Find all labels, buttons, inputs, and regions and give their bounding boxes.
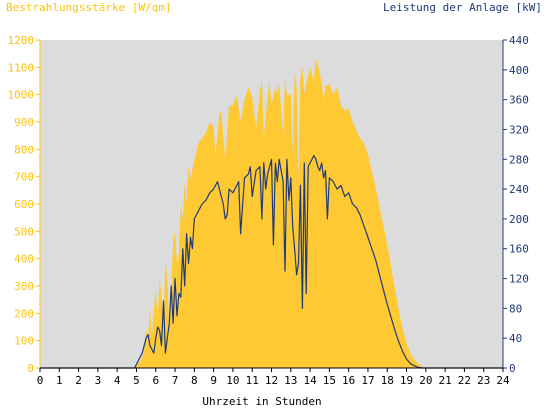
x-tick-label: 4 [114,374,121,387]
right-tick-label: 160 [509,243,529,256]
right-tick-label: 0 [509,362,516,375]
right-tick-label: 40 [509,332,522,345]
right-tick-label: 240 [509,183,529,196]
left-tick-label: 900 [14,116,34,129]
left-tick-label: 500 [14,225,34,238]
x-tick-label: 8 [191,374,198,387]
x-tick-label: 15 [323,374,336,387]
right-tick-label: 320 [509,123,529,136]
left-tick-label: 300 [14,280,34,293]
x-tick-label: 1 [56,374,63,387]
x-tick-label: 16 [342,374,355,387]
right-tick-label: 120 [509,273,529,286]
x-tick-label: 23 [477,374,490,387]
power-line [40,154,503,369]
x-tick-label: 21 [439,374,452,387]
x-tick-label: 9 [210,374,217,387]
x-tick-label: 12 [265,374,278,387]
axes-layer: 0100200300400500600700800900100011001200… [8,34,529,387]
x-tick-label: 10 [226,374,239,387]
right-tick-label: 440 [509,34,529,47]
right-axis-title: Leistung der Anlage [kW] [383,1,542,14]
left-tick-label: 1200 [8,34,35,47]
irradiance-area [40,59,503,368]
left-tick-label: 600 [14,198,34,211]
x-tick-label: 2 [75,374,82,387]
left-tick-label: 400 [14,253,34,266]
left-tick-label: 700 [14,171,34,184]
x-tick-label: 19 [400,374,413,387]
x-tick-label: 18 [381,374,394,387]
left-tick-label: 100 [14,335,34,348]
right-tick-label: 360 [509,94,529,107]
left-axis-title: Bestrahlungsstärke [W/qm] [6,1,172,14]
left-tick-label: 200 [14,307,34,320]
x-tick-label: 22 [458,374,471,387]
x-tick-label: 3 [95,374,102,387]
left-tick-label: 0 [27,362,34,375]
left-tick-label: 1000 [8,89,35,102]
x-tick-label: 11 [246,374,259,387]
x-tick-label: 20 [419,374,432,387]
x-tick-label: 0 [37,374,44,387]
right-tick-label: 200 [509,213,529,226]
x-tick-label: 6 [152,374,159,387]
x-axis-title: Uhrzeit in Stunden [202,395,321,408]
right-tick-label: 80 [509,302,522,315]
x-tick-label: 14 [303,374,317,387]
series-layer [40,59,503,369]
right-tick-label: 280 [509,153,529,166]
x-tick-label: 7 [172,374,179,387]
left-tick-label: 1100 [8,61,35,74]
x-tick-label: 17 [361,374,374,387]
left-tick-label: 800 [14,143,34,156]
x-tick-label: 5 [133,374,140,387]
x-tick-label: 13 [284,374,297,387]
right-tick-label: 400 [509,64,529,77]
x-tick-label: 24 [496,374,510,387]
